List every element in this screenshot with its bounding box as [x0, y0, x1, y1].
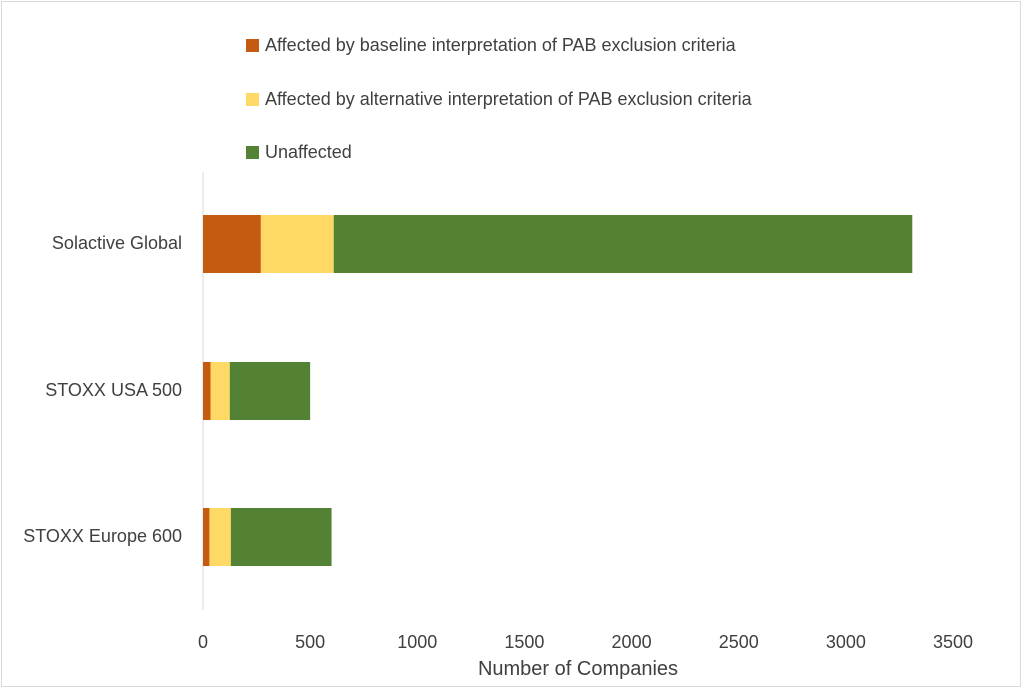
legend-swatch-affected-by-baseline-interpretation-of-pab-exclusion-criteria [246, 39, 259, 52]
category-label-solactive-global: Solactive Global [52, 233, 182, 253]
bar-stoxx-europe-600-affected-by-baseline-interpretation-of-pab-exclusion-criteria [203, 508, 209, 566]
category-label-stoxx-usa-500: STOXX USA 500 [45, 380, 182, 400]
x-tick-label-1000: 1000 [397, 632, 437, 652]
x-axis-title: Number of Companies [478, 658, 678, 680]
bars [203, 215, 912, 566]
bar-stoxx-europe-600-affected-by-alternative-interpretation-of-pab-exclusion-criteria [209, 508, 230, 566]
category-label-stoxx-europe-600: STOXX Europe 600 [23, 526, 182, 546]
x-tick-label-0: 0 [198, 632, 208, 652]
legend-swatch-unaffected [246, 146, 259, 159]
x-tick-labels: 0 500 1000 1500 2000 2500 3000 3500 [198, 632, 973, 652]
bar-stoxx-usa-500-affected-by-alternative-interpretation-of-pab-exclusion-criteria [211, 362, 230, 420]
legend: Affected by baseline interpretation of P… [246, 35, 753, 162]
x-tick-label-3000: 3000 [826, 632, 866, 652]
legend-label-affected-by-baseline-interpretation-of-pab-exclusion-criteria: Affected by baseline interpretation of P… [265, 35, 737, 55]
x-tick-label-3500: 3500 [933, 632, 973, 652]
bar-stoxx-usa-500-unaffected [230, 362, 310, 420]
x-tick-label-1500: 1500 [504, 632, 544, 652]
category-labels: Solactive Global STOXX USA 500 STOXX Europ… [23, 233, 182, 546]
bar-solactive-global-affected-by-baseline-interpretation-of-pab-exclusion-criteria [203, 215, 261, 273]
bar-solactive-global-affected-by-alternative-interpretation-of-pab-exclusion-criteria [261, 215, 334, 273]
legend-label-unaffected: Unaffected [265, 142, 352, 162]
x-tick-label-2000: 2000 [612, 632, 652, 652]
x-tick-label-2500: 2500 [719, 632, 759, 652]
legend-swatch-affected-by-alternative-interpretation-of-pab-exclusion-criteria [246, 93, 259, 106]
x-tick-label-500: 500 [295, 632, 325, 652]
bar-solactive-global-unaffected [334, 215, 913, 273]
bar-stoxx-europe-600-unaffected [231, 508, 332, 566]
bar-stoxx-usa-500-affected-by-baseline-interpretation-of-pab-exclusion-criteria [203, 362, 211, 420]
legend-label-affected-by-alternative-interpretation-of-pab-exclusion-criteria: Affected by alternative interpretation o… [265, 89, 753, 109]
